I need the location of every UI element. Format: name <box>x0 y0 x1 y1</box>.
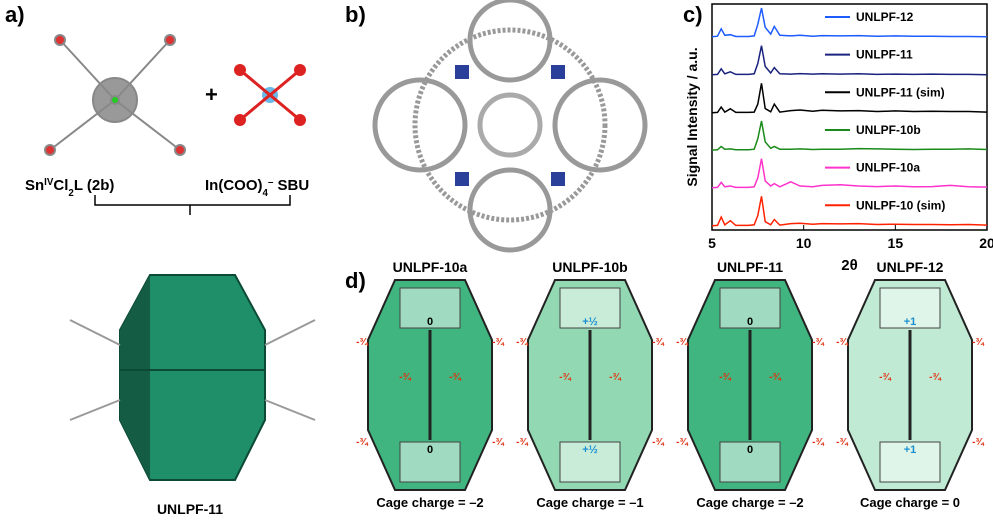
product-cage <box>70 275 315 480</box>
xrd-pattern <box>712 196 987 225</box>
legend-label: UNLPF-11 (sim) <box>856 85 945 99</box>
x-tick-label: 10 <box>796 235 812 251</box>
product-label: UNLPF-11 <box>157 501 223 517</box>
cage-caption: Cage charge = 0 <box>860 495 960 510</box>
corner-charge: -¾ <box>812 437 824 448</box>
cage-title: UNLPF-12 <box>877 259 944 275</box>
x-tick-label: 15 <box>888 235 904 251</box>
x-tick-label: 20 <box>979 235 993 251</box>
sbu-label: In(COO)4– SBU <box>205 177 309 199</box>
legend-label: UNLPF-11 <box>856 48 913 62</box>
corner-charge: -¾ <box>652 337 664 348</box>
panel-label: b) <box>345 2 366 27</box>
cage-title: UNLPF-10a <box>393 259 468 275</box>
corner-charge: -¾ <box>652 437 664 448</box>
y-axis-label: Signal Intensity / a.u. <box>684 47 700 186</box>
center-charge: 0 <box>427 444 433 456</box>
corner-charge: -¾ <box>769 372 781 383</box>
corner-charge: -¾ <box>972 437 984 448</box>
plot-frame <box>712 4 987 230</box>
corner-charge: -¾ <box>929 372 941 383</box>
sbu-structure <box>234 64 306 126</box>
xrd-pattern <box>712 121 987 150</box>
framework-structure <box>375 0 645 250</box>
center-charge: 0 <box>747 316 753 328</box>
ligand-structure <box>45 35 185 155</box>
corner-charge: -¾ <box>836 437 848 448</box>
corner-charge: -¾ <box>492 437 504 448</box>
center-charge: 0 <box>427 316 433 328</box>
figure: a) + SnIVCl2L (2b) In(COO)4– SBU UNLPF-11 b) c… <box>0 0 993 519</box>
corner-charge: -¾ <box>516 337 528 348</box>
cage-caption: Cage charge = –2 <box>376 495 483 510</box>
legend-label: UNLPF-10 (sim) <box>856 198 945 212</box>
corner-charge: -¾ <box>812 337 824 348</box>
xrd-pattern <box>712 159 987 188</box>
corner-charge: -¾ <box>676 337 688 348</box>
sbu-label-part: In(COO) <box>205 177 263 194</box>
legend-label: UNLPF-12 <box>856 10 914 24</box>
xrd-pattern <box>712 83 987 112</box>
ligand-label: SnIVCl2L (2b) <box>25 177 114 199</box>
legend-label: UNLPF-10a <box>856 161 920 175</box>
x-axis-label: 2θ <box>841 257 857 274</box>
center-charge: +1 <box>904 316 917 328</box>
center-charge: 0 <box>747 444 753 456</box>
page: a) + SnIVCl2L (2b) In(COO)4– SBU UNLPF-11 b) c… <box>0 0 993 524</box>
sbu-label-part: SBU <box>273 177 309 194</box>
bracket <box>95 195 290 215</box>
legend-label: UNLPF-10b <box>856 123 921 137</box>
corner-charge: -¾ <box>399 372 411 383</box>
corner-charge: -¾ <box>356 437 368 448</box>
corner-charge: -¾ <box>879 372 891 383</box>
corner-charge: -¾ <box>972 337 984 348</box>
cage-caption: Cage charge = –1 <box>536 495 643 510</box>
ligand-label-part: Cl <box>53 177 68 194</box>
x-tick-label: 5 <box>708 235 716 251</box>
corner-charge: -¾ <box>609 372 621 383</box>
corner-charge: -¾ <box>492 337 504 348</box>
panel-label: d) <box>345 268 366 293</box>
xrd-pattern <box>712 46 987 75</box>
plus-sign: + <box>205 82 218 107</box>
center-charge: +½ <box>582 316 598 328</box>
corner-charge: -¾ <box>449 372 461 383</box>
panel-label: c) <box>683 2 703 27</box>
corner-charge: -¾ <box>356 337 368 348</box>
panel-label: a) <box>5 2 25 27</box>
corner-charge: -¾ <box>559 372 571 383</box>
center-charge: +½ <box>582 444 598 456</box>
xrd-pattern <box>712 8 987 37</box>
corner-charge: -¾ <box>676 437 688 448</box>
cage-caption: Cage charge = –2 <box>696 495 803 510</box>
center-charge: +1 <box>904 444 917 456</box>
ligand-label-part: L (2b) <box>74 177 115 194</box>
sbu-label-part: 4 <box>263 188 269 199</box>
cage-title: UNLPF-11 <box>717 259 783 275</box>
corner-charge: -¾ <box>516 437 528 448</box>
corner-charge: -¾ <box>719 372 731 383</box>
corner-charge: -¾ <box>836 337 848 348</box>
ligand-label-part: Sn <box>25 177 44 194</box>
cage-title: UNLPF-10b <box>552 259 627 275</box>
